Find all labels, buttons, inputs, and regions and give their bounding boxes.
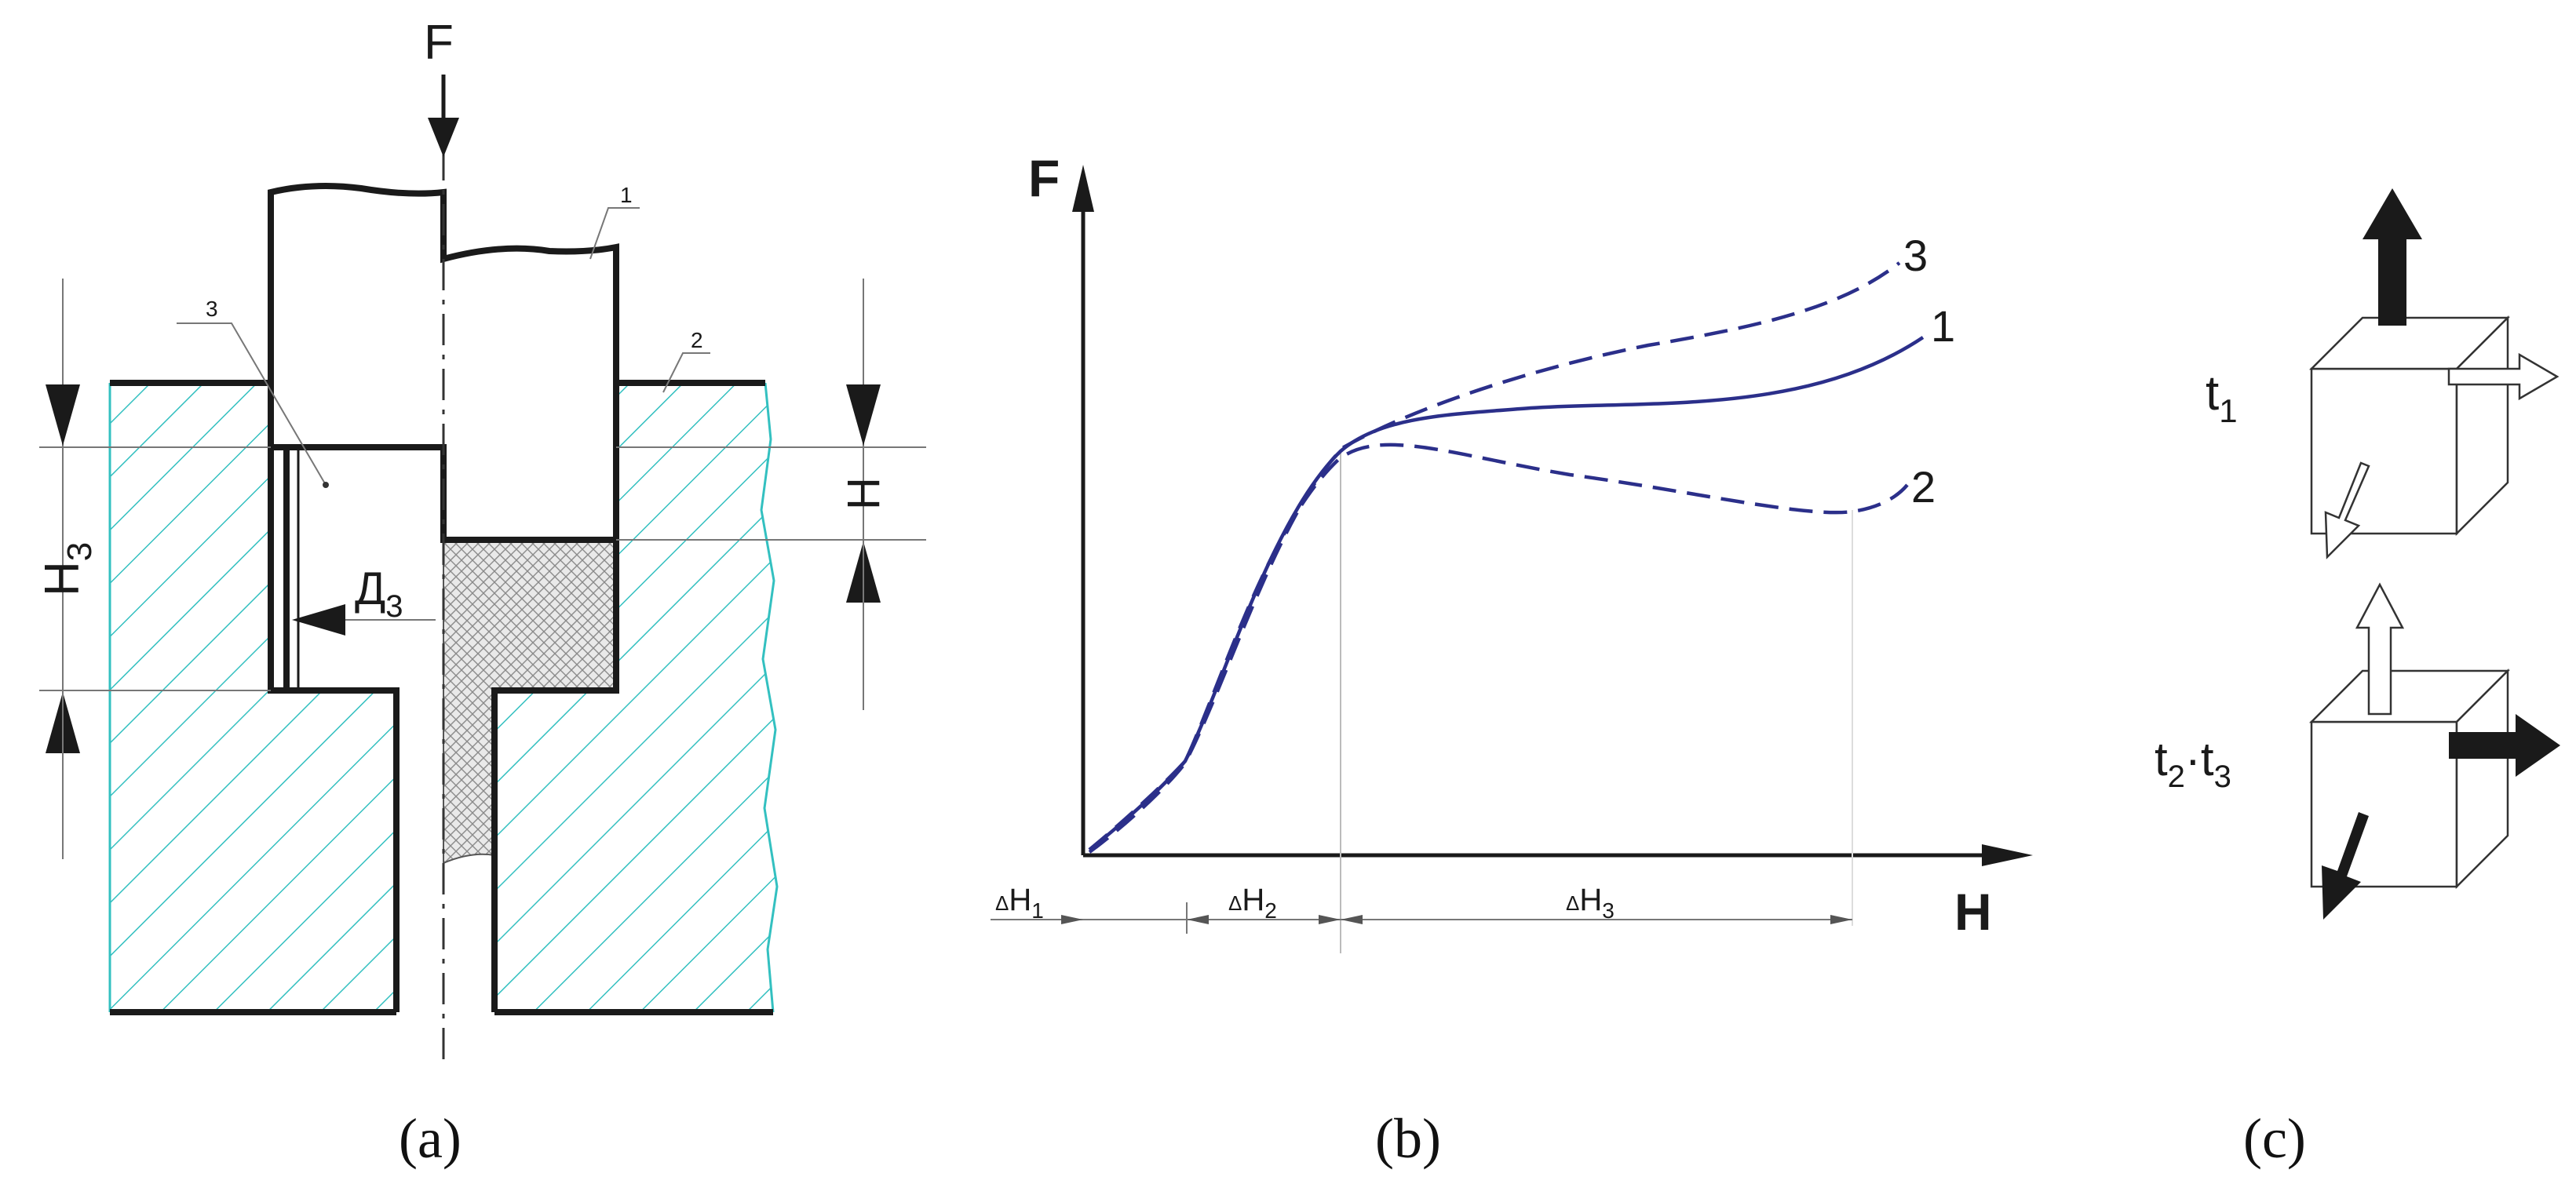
- curve-label-2: 2: [1911, 462, 1936, 512]
- caption-b: (b): [1375, 1107, 1441, 1170]
- interval-arrow-3-end: [1830, 915, 1852, 924]
- die-right-block: [494, 383, 777, 1012]
- cube-icon: [2308, 668, 2511, 890]
- curve-label-3: 3: [1903, 231, 1928, 280]
- curve-label-1: 1: [1931, 301, 1955, 351]
- curve-3: [1088, 261, 1901, 851]
- leader-3-dot: [323, 482, 329, 488]
- die-outline-right: [491, 380, 765, 1012]
- interval-label-3: ΔH3: [1566, 883, 1615, 923]
- interval-arrow-1-end: [1061, 915, 1083, 924]
- panel-a-die-section: F 1 2 3 H3 H Д3 (a): [35, 16, 926, 1170]
- interval-arrow-2-start: [1187, 915, 1209, 924]
- leader-2: [662, 352, 710, 393]
- caption-c: (c): [2243, 1107, 2306, 1170]
- interval-label-2: ΔH2: [1228, 883, 1277, 923]
- force-label: F: [424, 16, 454, 70]
- stress-label-t1: t1: [2206, 366, 2238, 429]
- stress-label-t2-t3: t2·t3: [2155, 733, 2231, 794]
- height-label-left: H3: [35, 542, 99, 596]
- y-axis-arrowhead: [1072, 165, 1094, 212]
- leader-1: [589, 207, 640, 260]
- die-right-wavy-edge: [760, 382, 779, 1013]
- die-left-block: [110, 383, 396, 1012]
- dim-d3-arrowhead: [292, 604, 345, 636]
- y-axis-label: F: [1028, 149, 1060, 207]
- leader-3: [177, 322, 327, 486]
- interval-label-1: ΔH1: [995, 883, 1044, 923]
- part-number-2: 2: [691, 328, 703, 352]
- curve-1: [1088, 336, 1925, 851]
- dim-h-arrow-top: [846, 384, 881, 446]
- interval-arrow-2-end: [1319, 915, 1341, 924]
- interval-arrow-3-start: [1341, 915, 1363, 924]
- arrow-icon: [2322, 812, 2369, 920]
- cube-icon: [2308, 315, 2511, 537]
- arrow-icon: [2449, 714, 2560, 777]
- panel-b-force-curves: F H 3 1 2 ΔH1 ΔH2 ΔH3 (b): [991, 149, 2033, 1170]
- arrow-icon: [2324, 461, 2370, 559]
- force-arrowhead: [428, 118, 459, 157]
- arrow-icon: [2355, 582, 2405, 716]
- part-number-1: 1: [620, 183, 633, 207]
- caption-a: (a): [399, 1107, 462, 1170]
- punch-step: [271, 383, 619, 543]
- panel-c-stress-states: t1 t2·t3 (c): [2155, 188, 2560, 1170]
- curve-2: [1088, 443, 1909, 854]
- x-axis-arrowhead: [1982, 844, 2033, 866]
- x-axis-label: H: [1954, 883, 1992, 941]
- dim-h3-arrow-top: [46, 384, 80, 446]
- part-number-3: 3: [206, 297, 218, 321]
- arrow-icon: [2447, 352, 2560, 401]
- height-label-right: H: [838, 477, 889, 510]
- arrow-icon: [2363, 188, 2422, 326]
- diameter-label: Д3: [355, 563, 403, 624]
